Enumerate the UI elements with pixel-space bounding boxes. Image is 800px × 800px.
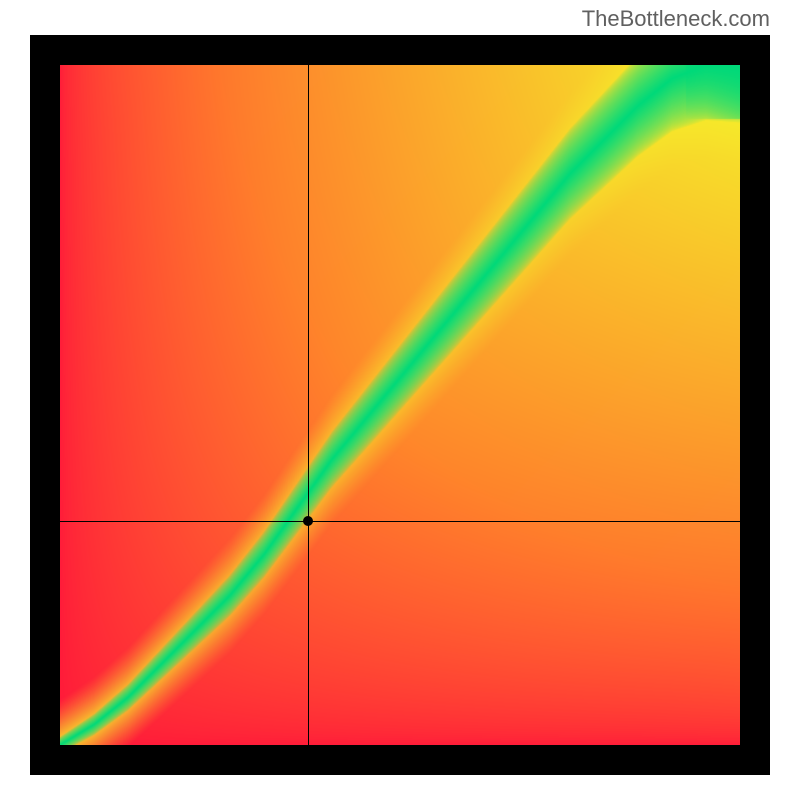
chart-container: TheBottleneck.com bbox=[0, 0, 800, 800]
crosshair-horizontal bbox=[60, 521, 740, 522]
watermark-text: TheBottleneck.com bbox=[582, 6, 770, 32]
crosshair-vertical bbox=[308, 65, 309, 745]
heatmap-canvas bbox=[60, 65, 740, 745]
selected-point-marker bbox=[303, 516, 313, 526]
plot-frame bbox=[30, 35, 770, 775]
